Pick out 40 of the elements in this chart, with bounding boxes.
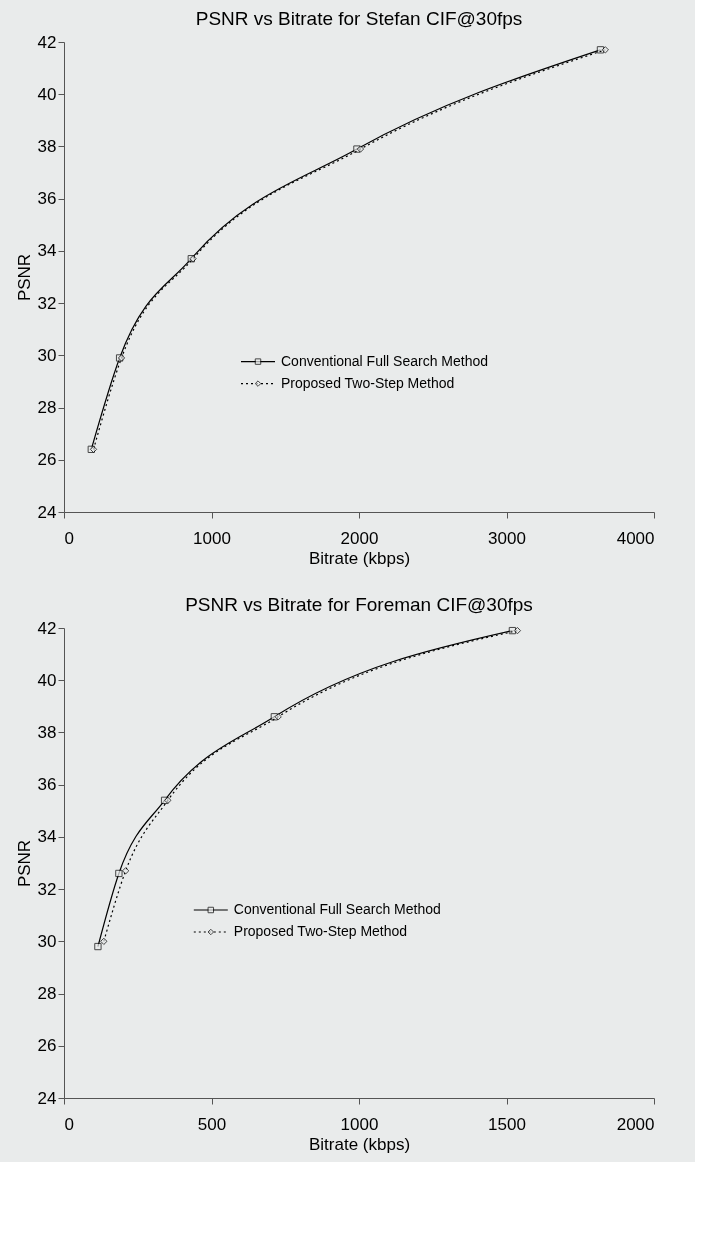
y-tick-label: 40 (37, 84, 57, 104)
x-tick-label: 1000 (193, 528, 231, 548)
y-tick-label: 32 (37, 879, 57, 899)
y-tick-label: 36 (37, 775, 57, 795)
y-tick-label: 42 (37, 32, 57, 52)
y-tick-label: 36 (37, 189, 57, 209)
legend-label: Conventional Full Search Method (233, 901, 441, 917)
x-axis-title: Bitrate (kbps) (308, 548, 411, 568)
y-tick-label: 38 (37, 722, 57, 742)
x-tick-label: 500 (197, 1114, 227, 1134)
y-tick-label: 40 (37, 670, 57, 690)
chart-title: PSNR vs Bitrate for Stefan CIF@30fps (195, 8, 523, 29)
y-tick-label: 26 (37, 1036, 57, 1056)
y-tick-label: 28 (37, 984, 57, 1004)
x-tick-label: 1000 (340, 1114, 379, 1134)
y-axis-title: PSNR (14, 839, 34, 888)
y-tick-label: 34 (37, 241, 57, 261)
y-tick-label: 24 (37, 502, 57, 522)
x-axis-title: Bitrate (kbps) (308, 1134, 411, 1154)
y-tick-label: 32 (37, 293, 57, 313)
x-tick-label: 2000 (616, 1114, 655, 1134)
y-tick-label: 26 (37, 450, 57, 470)
x-tick-label: 3000 (488, 528, 526, 548)
legend-label: Proposed Two-Step Method (281, 374, 455, 391)
y-axis-title: PSNR (14, 253, 34, 302)
y-tick-label: 30 (37, 345, 57, 365)
x-tick-label: 0 (64, 1114, 74, 1134)
x-tick-label: 0 (64, 528, 74, 548)
y-tick-label: 34 (37, 827, 57, 847)
legend-label: Conventional Full Search Method (281, 352, 489, 369)
y-tick-label: 38 (37, 136, 57, 156)
y-tick-label: 30 (37, 931, 57, 951)
x-tick-label: 2000 (340, 528, 379, 548)
x-tick-label: 4000 (616, 528, 655, 548)
y-tick-label: 24 (37, 1088, 57, 1108)
y-tick-label: 28 (37, 398, 57, 418)
chart-title: PSNR vs Bitrate for Foreman CIF@30fps (185, 594, 533, 615)
y-tick-label: 42 (37, 618, 57, 638)
legend-label: Proposed Two-Step Method (233, 923, 408, 939)
x-tick-label: 1500 (488, 1114, 526, 1134)
